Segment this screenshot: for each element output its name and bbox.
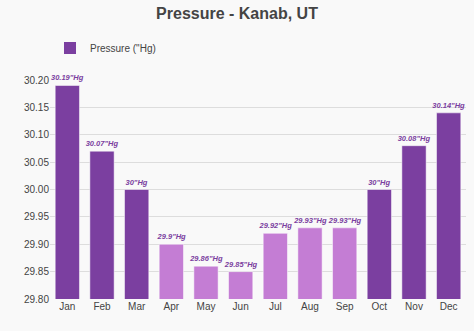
svg-text:Sep: Sep <box>336 301 354 312</box>
svg-text:29.95: 29.95 <box>24 211 49 222</box>
svg-text:Oct: Oct <box>372 301 388 312</box>
svg-text:30"Hg: 30"Hg <box>368 178 390 187</box>
svg-text:29.93"Hg: 29.93"Hg <box>328 216 362 225</box>
svg-text:Pressure - Kanab, UT: Pressure - Kanab, UT <box>156 5 318 22</box>
svg-text:29.85"Hg: 29.85"Hg <box>224 260 258 269</box>
svg-text:Feb: Feb <box>93 301 111 312</box>
svg-text:30.15: 30.15 <box>24 102 49 113</box>
svg-text:30.14"Hg: 30.14"Hg <box>432 101 465 110</box>
svg-text:Apr: Apr <box>164 301 180 312</box>
svg-text:30.05: 30.05 <box>24 157 49 168</box>
svg-text:29.86"Hg: 29.86"Hg <box>189 254 223 263</box>
svg-text:30.19"Hg: 30.19"Hg <box>51 73 84 82</box>
svg-text:30.08"Hg: 30.08"Hg <box>398 134 431 143</box>
svg-text:Aug: Aug <box>301 301 319 312</box>
svg-text:30"Hg: 30"Hg <box>126 178 148 187</box>
svg-text:May: May <box>197 301 216 312</box>
svg-text:30.00: 30.00 <box>24 184 49 195</box>
svg-text:30.10: 30.10 <box>24 129 49 140</box>
svg-text:Jun: Jun <box>233 301 249 312</box>
svg-text:30.07"Hg: 30.07"Hg <box>86 139 119 148</box>
svg-text:Nov: Nov <box>405 301 423 312</box>
svg-text:29.85: 29.85 <box>24 266 49 277</box>
svg-text:Mar: Mar <box>128 301 146 312</box>
svg-text:Pressure ("Hg): Pressure ("Hg) <box>90 43 156 54</box>
svg-text:29.80: 29.80 <box>24 294 49 305</box>
svg-text:Jan: Jan <box>59 301 75 312</box>
svg-text:29.93"Hg: 29.93"Hg <box>293 216 327 225</box>
svg-text:29.92"Hg: 29.92"Hg <box>258 221 292 230</box>
svg-text:Jul: Jul <box>269 301 282 312</box>
svg-text:Dec: Dec <box>440 301 458 312</box>
svg-text:29.90: 29.90 <box>24 239 49 250</box>
svg-text:29.9"Hg: 29.9"Hg <box>157 232 187 241</box>
svg-text:30.20: 30.20 <box>24 75 49 86</box>
